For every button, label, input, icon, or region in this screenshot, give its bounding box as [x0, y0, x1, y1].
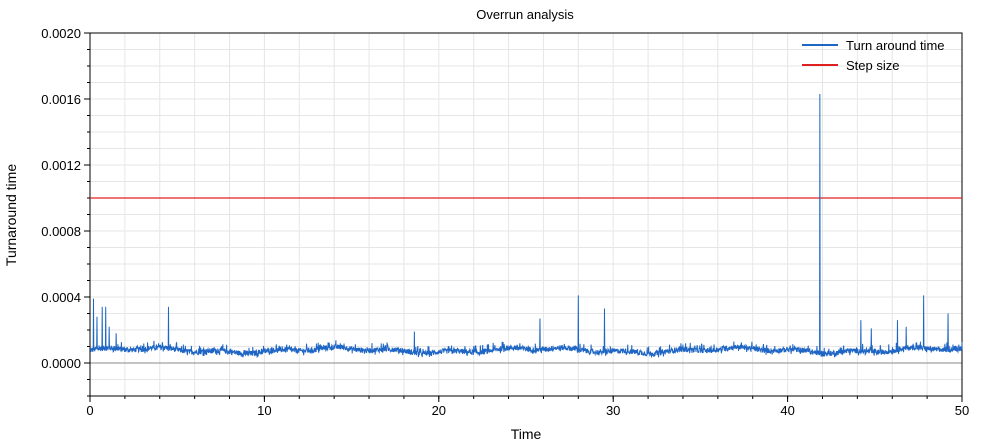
- grid-lines: [89, 32, 963, 397]
- y-tick-label: 0.0012: [41, 158, 81, 173]
- y-tick-label: 0.0016: [41, 92, 81, 107]
- x-tick-label: 50: [955, 403, 969, 418]
- legend-label-step-size: Step size: [846, 58, 899, 73]
- y-tick-label: 0.0000: [41, 356, 81, 371]
- series-turn-around-time: [89, 94, 963, 359]
- axes: 0 10 20 30 40 50 0.0000 0.0004 0.0008 0.0012 0.001…: [41, 26, 969, 418]
- y-tick-label: 0.0008: [41, 224, 81, 239]
- x-tick-label: 0: [86, 403, 93, 418]
- x-tick-label: 30: [606, 403, 620, 418]
- x-tick-label: 10: [257, 403, 271, 418]
- x-axis-title: Time: [511, 426, 542, 442]
- chart-title: Overrun analysis: [476, 7, 574, 22]
- y-axis-title: Turnaround time: [3, 164, 19, 266]
- x-tick-label: 40: [780, 403, 794, 418]
- plot-area: [89, 94, 963, 359]
- y-tick-label: 0.0004: [41, 290, 81, 305]
- x-tick-label: 20: [432, 403, 446, 418]
- legend-label-turn-around-time: Turn around time: [846, 38, 945, 53]
- y-tick-label: 0.0020: [41, 26, 81, 41]
- legend: Turn around time Step size: [802, 38, 945, 73]
